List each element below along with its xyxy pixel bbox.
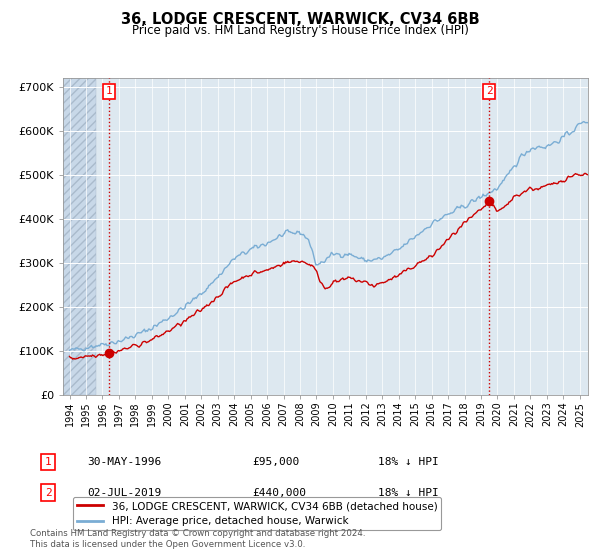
Bar <box>63 78 96 395</box>
Text: Contains HM Land Registry data © Crown copyright and database right 2024.
This d: Contains HM Land Registry data © Crown c… <box>30 529 365 549</box>
Text: 2: 2 <box>486 86 493 96</box>
Legend: 36, LODGE CRESCENT, WARWICK, CV34 6BB (detached house), HPI: Average price, deta: 36, LODGE CRESCENT, WARWICK, CV34 6BB (d… <box>73 497 442 530</box>
Text: 2: 2 <box>44 488 52 498</box>
Text: Price paid vs. HM Land Registry's House Price Index (HPI): Price paid vs. HM Land Registry's House … <box>131 24 469 36</box>
Text: 36, LODGE CRESCENT, WARWICK, CV34 6BB: 36, LODGE CRESCENT, WARWICK, CV34 6BB <box>121 12 479 27</box>
Text: £95,000: £95,000 <box>252 457 299 467</box>
Text: 1: 1 <box>106 86 113 96</box>
Text: 02-JUL-2019: 02-JUL-2019 <box>87 488 161 498</box>
Text: 18% ↓ HPI: 18% ↓ HPI <box>378 488 439 498</box>
Text: 1: 1 <box>44 457 52 467</box>
Text: 18% ↓ HPI: 18% ↓ HPI <box>378 457 439 467</box>
Text: £440,000: £440,000 <box>252 488 306 498</box>
Text: 30-MAY-1996: 30-MAY-1996 <box>87 457 161 467</box>
